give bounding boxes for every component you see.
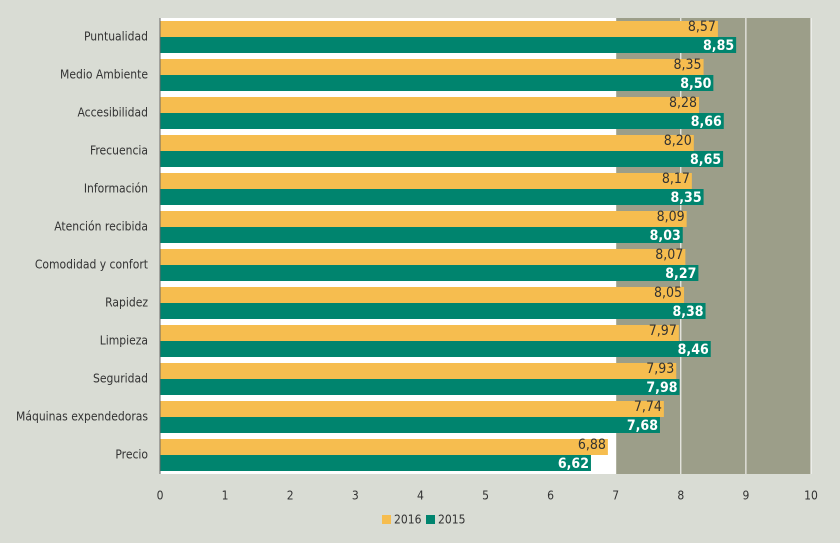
value-label: 7,68: [627, 418, 658, 434]
value-label: 8,27: [665, 266, 696, 282]
bar: [160, 325, 679, 341]
category-label: Frecuencia: [90, 144, 148, 158]
value-label: 8,07: [655, 247, 683, 263]
value-label: 8,17: [662, 171, 690, 187]
x-tick-label: 4: [417, 489, 424, 503]
value-label: 8,66: [691, 114, 722, 130]
bar: [160, 97, 700, 113]
value-label: 8,05: [654, 285, 682, 301]
value-label: 8,38: [672, 304, 703, 320]
value-label: 6,62: [558, 456, 589, 472]
bar: [160, 21, 718, 37]
x-tick-label: 5: [482, 489, 489, 503]
bar: [160, 265, 699, 281]
bar: [160, 401, 664, 417]
bar: [160, 287, 685, 303]
legend-swatch: [426, 515, 435, 524]
category-label: Máquinas expendedoras: [16, 410, 148, 424]
category-label: Rapidez: [105, 296, 148, 310]
bar: [160, 249, 686, 265]
category-label: Información: [84, 182, 148, 196]
value-label: 8,03: [650, 228, 681, 244]
bar: [160, 189, 704, 205]
category-label: Seguridad: [93, 372, 148, 386]
category-label: Medio Ambiente: [60, 68, 148, 82]
bar: [160, 75, 714, 91]
value-label: 7,98: [646, 380, 677, 396]
category-label: Accesibilidad: [78, 106, 149, 120]
shaded-band: [615, 18, 811, 474]
x-tick-label: 8: [677, 489, 684, 503]
bar: [160, 59, 704, 75]
x-tick-label: 6: [547, 489, 554, 503]
value-label: 8,46: [678, 342, 709, 358]
value-label: 7,97: [649, 323, 677, 339]
bar: [160, 173, 692, 189]
value-label: 8,20: [664, 133, 692, 149]
value-label: 8,35: [671, 190, 702, 206]
bar: [160, 37, 737, 53]
x-tick-label: 3: [352, 489, 359, 503]
bar: [160, 135, 694, 151]
x-tick-label: 10: [804, 489, 818, 503]
bar: [160, 417, 660, 433]
bar: [160, 303, 706, 319]
bar: [160, 113, 724, 129]
x-tick-label: 0: [157, 489, 164, 503]
category-label: Atención recibida: [54, 220, 148, 234]
legend-label: 2015: [438, 513, 465, 527]
bar: [160, 439, 608, 455]
legend-swatch: [382, 515, 391, 524]
legend-label: 2016: [394, 513, 422, 527]
x-tick-label: 9: [742, 489, 749, 503]
category-label: Limpieza: [100, 334, 148, 348]
value-label: 8,85: [703, 38, 734, 54]
bar: [160, 341, 711, 357]
category-label: Precio: [115, 448, 148, 462]
value-label: 8,57: [688, 19, 716, 35]
category-label: Comodidad y confort: [35, 258, 148, 272]
x-tick-label: 7: [612, 489, 619, 503]
bar: [160, 151, 724, 167]
bar: [160, 455, 591, 471]
x-tick-label: 2: [287, 489, 294, 503]
category-label: Puntualidad: [84, 30, 148, 44]
value-label: 7,93: [646, 361, 674, 377]
x-tick-label: 1: [222, 489, 229, 503]
bar: [160, 211, 687, 227]
value-label: 7,74: [634, 399, 662, 415]
value-label: 8,09: [657, 209, 685, 225]
value-label: 6,88: [578, 437, 606, 453]
value-label: 8,35: [674, 57, 702, 73]
bar: [160, 379, 680, 395]
value-label: 8,65: [690, 152, 721, 168]
value-label: 8,50: [680, 76, 711, 92]
bar: [160, 227, 683, 243]
value-label: 8,28: [669, 95, 697, 111]
bar: [160, 363, 677, 379]
